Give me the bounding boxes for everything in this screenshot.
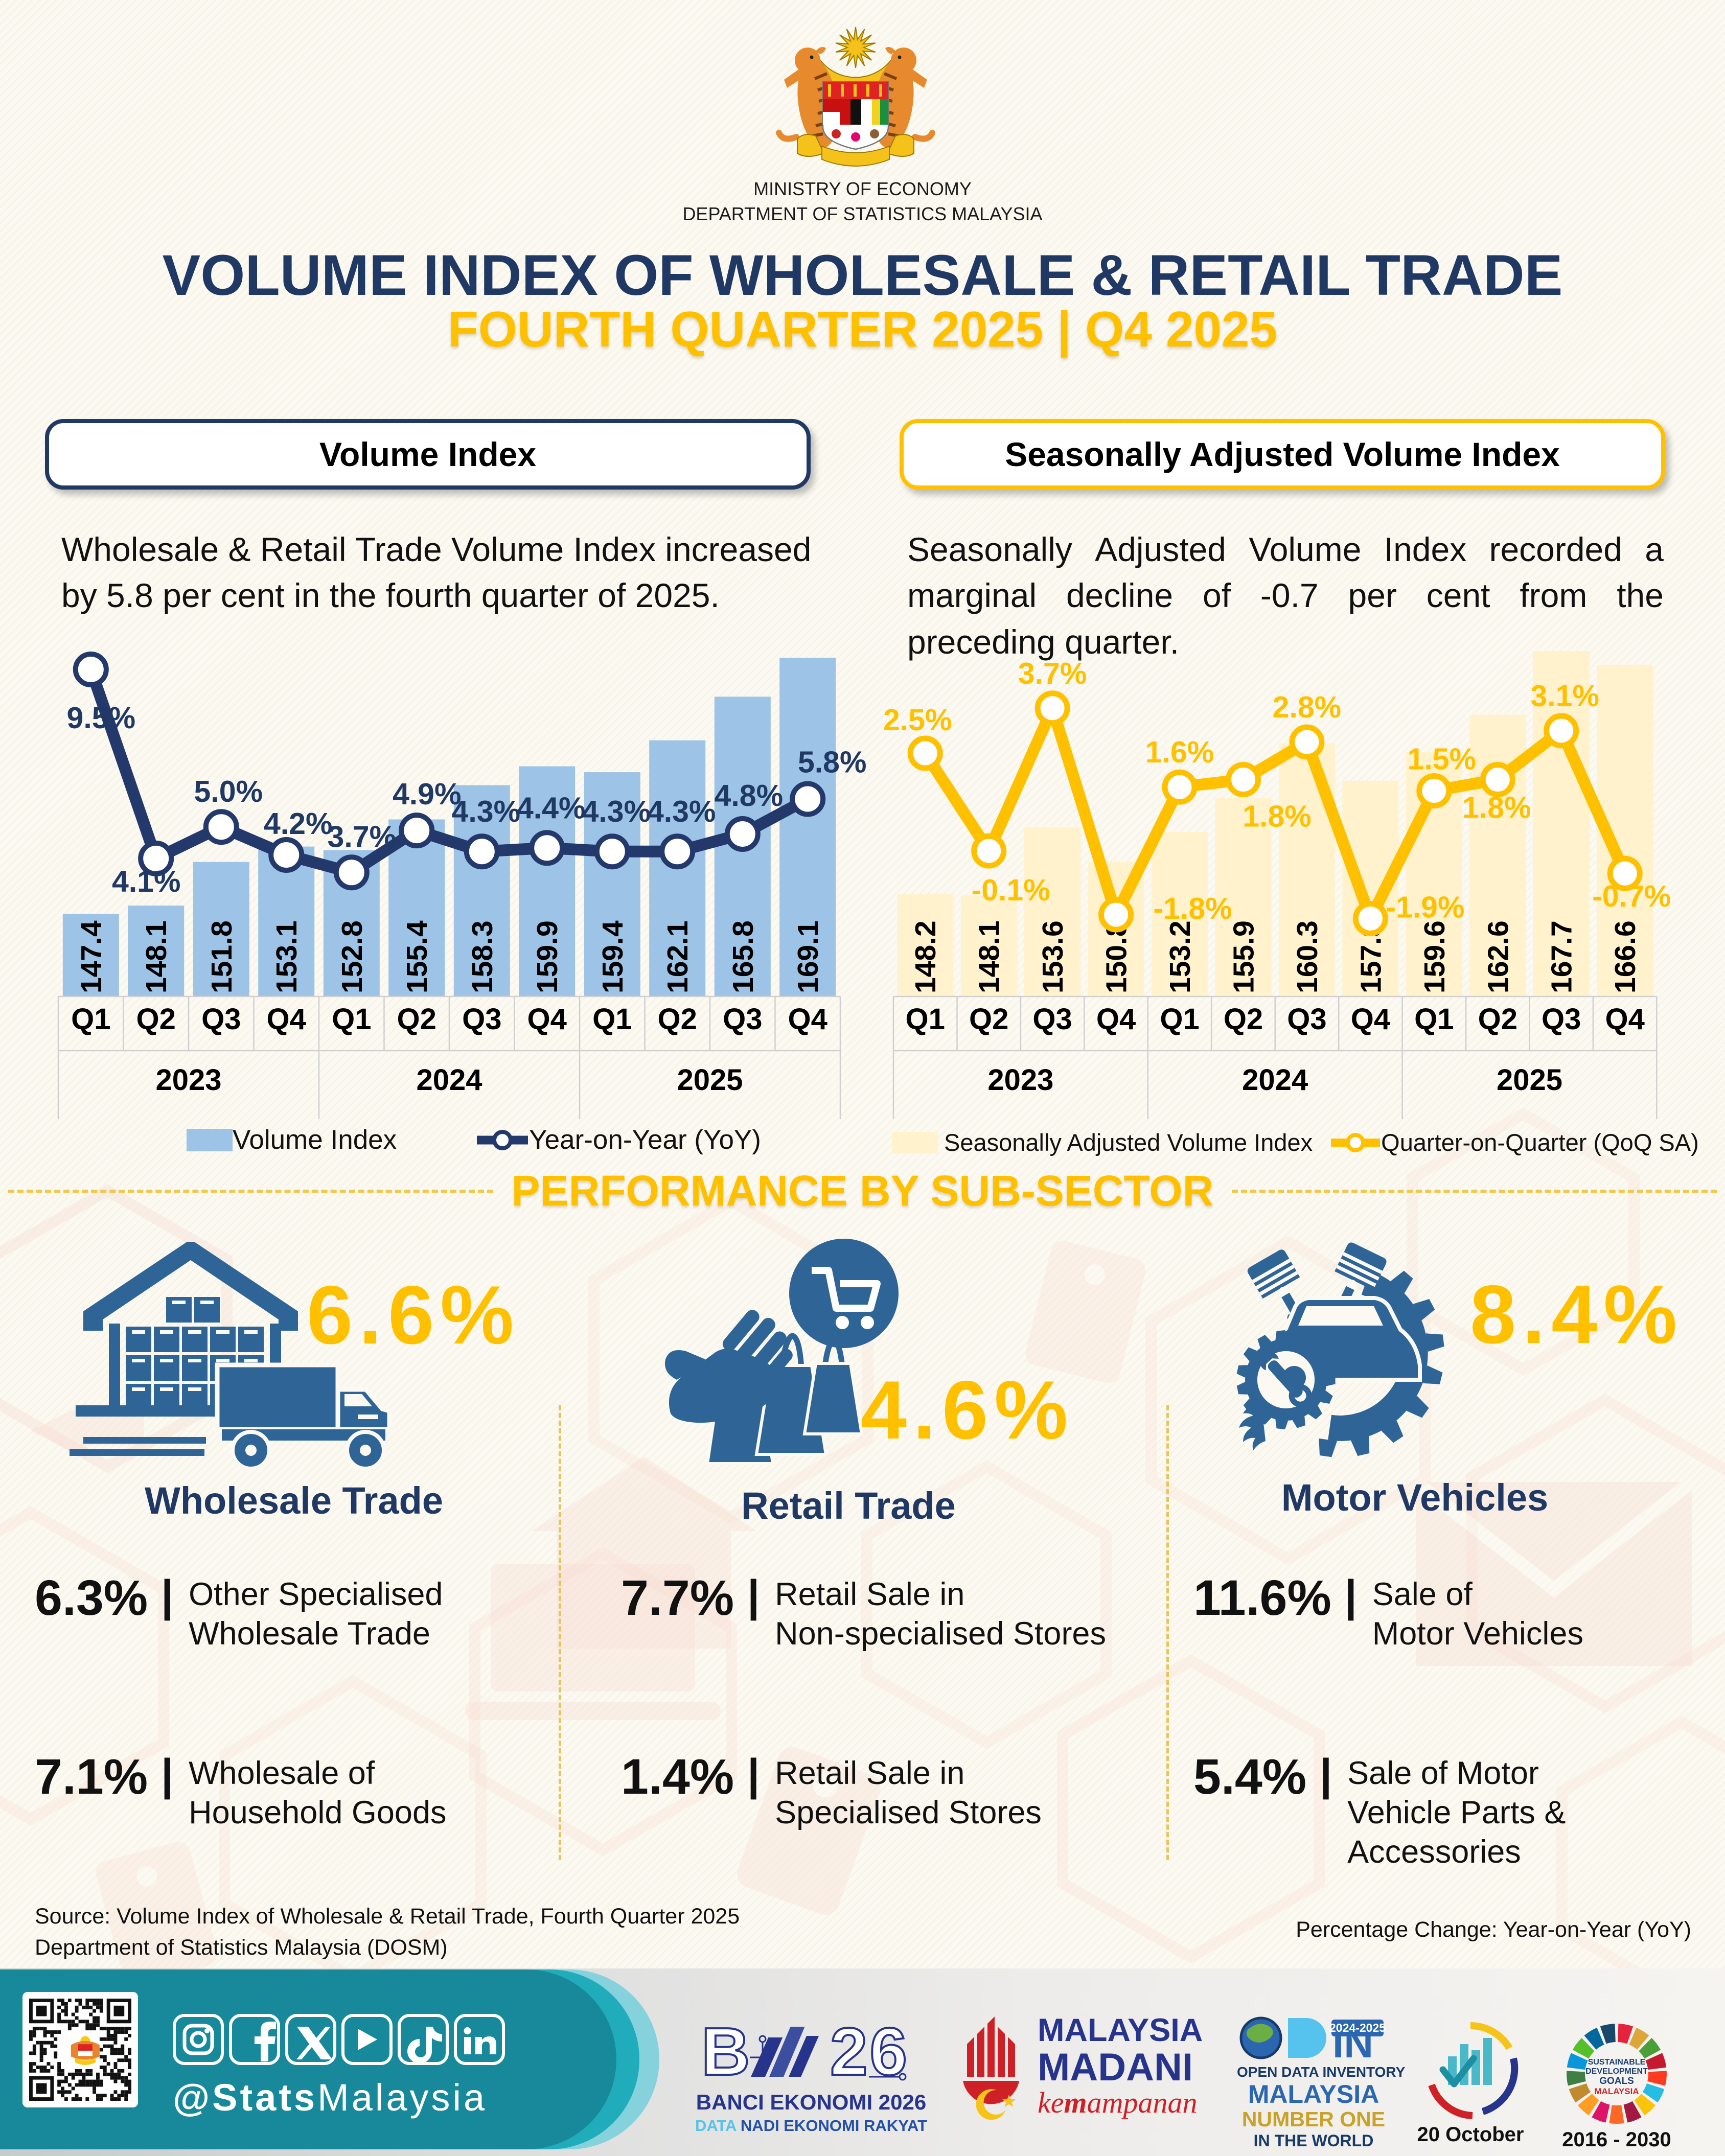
svg-text:Q4: Q4 (527, 1003, 567, 1036)
svg-text:152.8: 152.8 (336, 920, 369, 993)
svg-text:5.0%: 5.0% (194, 775, 263, 808)
svg-text:Q2: Q2 (1224, 1003, 1263, 1036)
svg-text:-0.1%: -0.1% (972, 873, 1050, 907)
svg-text:4.4%: 4.4% (517, 791, 585, 825)
svg-text:Q1: Q1 (71, 1003, 110, 1036)
svg-text:2023: 2023 (155, 1063, 221, 1097)
svg-text:Q1: Q1 (1414, 1003, 1454, 1036)
svg-text:2.5%: 2.5% (883, 703, 952, 737)
svg-text:Q3: Q3 (462, 1003, 501, 1036)
svg-text:Q3: Q3 (1032, 1003, 1072, 1036)
svg-text:167.7: 167.7 (1546, 920, 1578, 993)
svg-text:148.1: 148.1 (973, 920, 1006, 993)
svg-text:2.8%: 2.8% (1273, 690, 1341, 724)
svg-text:Q4: Q4 (788, 1003, 827, 1036)
svg-text:Q2: Q2 (136, 1003, 176, 1036)
svg-text:3.7%: 3.7% (1018, 657, 1087, 690)
svg-text:-0.7%: -0.7% (1592, 879, 1671, 913)
svg-text:155.9: 155.9 (1228, 920, 1260, 993)
svg-text:Q4: Q4 (1351, 1003, 1390, 1036)
svg-text:Q3: Q3 (201, 1003, 241, 1036)
svg-text:153.2: 153.2 (1164, 920, 1197, 993)
svg-text:2025: 2025 (1497, 1063, 1562, 1097)
svg-text:165.8: 165.8 (727, 920, 760, 993)
svg-text:Q3: Q3 (723, 1003, 762, 1036)
svg-text:Q1: Q1 (906, 1003, 945, 1036)
svg-text:153.6: 153.6 (1037, 920, 1069, 993)
svg-text:159.9: 159.9 (531, 920, 564, 993)
svg-text:159.6: 159.6 (1418, 920, 1451, 993)
svg-text:Q3: Q3 (1287, 1003, 1326, 1036)
svg-text:Q1: Q1 (1160, 1003, 1199, 1036)
svg-text:4.3%: 4.3% (452, 795, 520, 828)
svg-text:-1.8%: -1.8% (1154, 892, 1232, 925)
svg-text:2024: 2024 (416, 1063, 482, 1097)
svg-text:26: 26 (830, 2020, 909, 2083)
svg-text:155.4: 155.4 (401, 920, 433, 993)
svg-text:159.4: 159.4 (596, 920, 629, 993)
svg-text:Q4: Q4 (1096, 1003, 1136, 1036)
svg-text:151.8: 151.8 (205, 920, 238, 993)
svg-text:Q2: Q2 (1478, 1003, 1517, 1036)
svg-text:2024-2025: 2024-2025 (1329, 2021, 1386, 2034)
svg-text:148.2: 148.2 (909, 920, 942, 993)
svg-text:B: B (701, 2020, 750, 2083)
svg-text:160.3: 160.3 (1291, 920, 1324, 993)
svg-text:Q4: Q4 (1605, 1003, 1645, 1036)
svg-text:Q2: Q2 (658, 1003, 697, 1036)
svg-text:Q2: Q2 (397, 1003, 436, 1036)
svg-text:153.1: 153.1 (270, 920, 303, 993)
svg-text:5.8%: 5.8% (798, 746, 866, 779)
svg-text:Q1: Q1 (332, 1003, 371, 1036)
svg-text:4.1%: 4.1% (112, 865, 180, 898)
svg-text:150.8: 150.8 (1100, 920, 1133, 993)
svg-text:3.1%: 3.1% (1530, 679, 1599, 713)
svg-text:162.1: 162.1 (661, 920, 694, 993)
svg-text:158.3: 158.3 (466, 920, 499, 993)
svg-text:4.9%: 4.9% (393, 777, 461, 811)
svg-text:1.5%: 1.5% (1408, 743, 1476, 776)
svg-text:4.3%: 4.3% (647, 795, 716, 828)
svg-text:1.8%: 1.8% (1243, 800, 1311, 833)
svg-text:148.1: 148.1 (140, 920, 173, 993)
svg-text:162.6: 162.6 (1482, 920, 1514, 993)
svg-text:169.1: 169.1 (792, 920, 824, 993)
svg-text:DEVELOPMENT: DEVELOPMENT (1585, 2067, 1648, 2076)
svg-text:4.8%: 4.8% (715, 779, 783, 813)
svg-text:MALAYSIA: MALAYSIA (1594, 2087, 1639, 2096)
svg-text:Q4: Q4 (267, 1003, 306, 1036)
svg-text:Q3: Q3 (1542, 1003, 1581, 1036)
svg-text:Q2: Q2 (969, 1003, 1008, 1036)
svg-text:SUSTAINABLE: SUSTAINABLE (1588, 2058, 1646, 2067)
svg-text:2023: 2023 (987, 1063, 1053, 1097)
svg-text:1.8%: 1.8% (1462, 791, 1531, 825)
svg-text:2024: 2024 (1242, 1063, 1308, 1097)
svg-text:9.5%: 9.5% (67, 701, 135, 735)
svg-text:Q1: Q1 (592, 1003, 632, 1036)
svg-text:2025: 2025 (677, 1063, 743, 1097)
svg-text:GOALS: GOALS (1599, 2076, 1634, 2087)
svg-text:3.7%: 3.7% (328, 820, 396, 853)
svg-text:4.3%: 4.3% (582, 795, 651, 828)
svg-text:1.6%: 1.6% (1145, 735, 1214, 769)
svg-text:147.4: 147.4 (75, 920, 108, 993)
svg-text:166.6: 166.6 (1609, 920, 1642, 993)
svg-text:4.2%: 4.2% (264, 807, 332, 841)
svg-text:-1.9%: -1.9% (1386, 890, 1464, 924)
